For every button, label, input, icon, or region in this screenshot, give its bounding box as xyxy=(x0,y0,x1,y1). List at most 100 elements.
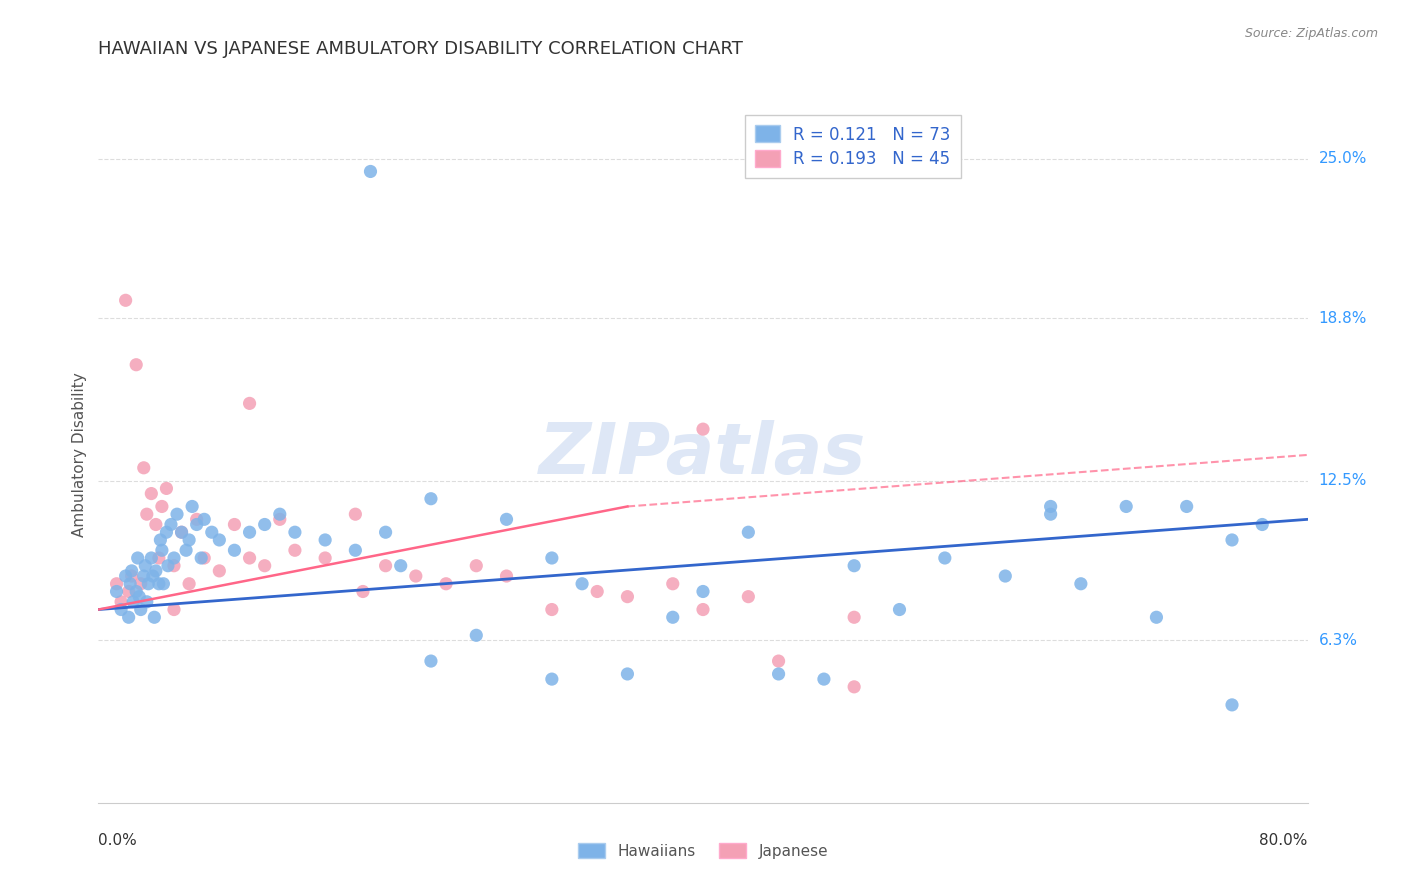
Point xyxy=(844,680,866,694)
Point xyxy=(121,569,143,583)
Point xyxy=(661,576,683,591)
Point xyxy=(495,512,517,526)
Point xyxy=(118,610,141,624)
Point xyxy=(149,533,172,547)
Point xyxy=(586,584,609,599)
Point xyxy=(239,551,262,566)
Legend: Hawaiians, Japanese: Hawaiians, Japanese xyxy=(572,837,834,864)
Point xyxy=(224,543,246,558)
Point xyxy=(122,595,145,609)
Point xyxy=(142,569,165,583)
Point xyxy=(143,610,166,624)
Text: 25.0%: 25.0% xyxy=(1319,151,1367,166)
Point xyxy=(360,164,382,178)
Point xyxy=(934,551,956,566)
Point xyxy=(374,525,396,540)
Point xyxy=(1220,698,1243,712)
Point xyxy=(269,512,291,526)
Point xyxy=(465,558,488,573)
Point xyxy=(129,576,152,591)
Point xyxy=(224,517,246,532)
Point xyxy=(269,507,291,521)
Point xyxy=(1251,517,1274,532)
Point xyxy=(208,533,231,547)
Point xyxy=(540,672,562,686)
Point xyxy=(105,584,128,599)
Point xyxy=(166,507,188,521)
Point xyxy=(253,517,276,532)
Point xyxy=(616,667,638,681)
Text: 12.5%: 12.5% xyxy=(1319,473,1367,488)
Point xyxy=(150,543,173,558)
Point xyxy=(571,576,593,591)
Point xyxy=(889,602,911,616)
Point xyxy=(1039,507,1062,521)
Point xyxy=(179,576,201,591)
Point xyxy=(135,507,157,521)
Point xyxy=(405,569,427,583)
Point xyxy=(163,551,186,566)
Text: ZIPatlas: ZIPatlas xyxy=(540,420,866,490)
Point xyxy=(160,517,183,532)
Point xyxy=(616,590,638,604)
Point xyxy=(127,551,149,566)
Point xyxy=(114,569,136,583)
Point xyxy=(174,543,197,558)
Point xyxy=(128,590,150,604)
Point xyxy=(141,486,163,500)
Text: HAWAIIAN VS JAPANESE AMBULATORY DISABILITY CORRELATION CHART: HAWAIIAN VS JAPANESE AMBULATORY DISABILI… xyxy=(98,40,744,58)
Point xyxy=(692,422,714,436)
Point xyxy=(118,584,141,599)
Point xyxy=(110,595,132,609)
Text: 6.3%: 6.3% xyxy=(1319,633,1358,648)
Point xyxy=(420,491,443,506)
Text: 18.8%: 18.8% xyxy=(1319,310,1367,326)
Point xyxy=(1070,576,1092,591)
Point xyxy=(389,558,412,573)
Point xyxy=(692,602,714,616)
Point xyxy=(284,525,307,540)
Point xyxy=(1115,500,1137,514)
Text: Source: ZipAtlas.com: Source: ZipAtlas.com xyxy=(1244,27,1378,40)
Point xyxy=(156,558,179,573)
Point xyxy=(141,551,163,566)
Point xyxy=(170,525,193,540)
Point xyxy=(1039,500,1062,514)
Point xyxy=(132,460,155,475)
Point xyxy=(420,654,443,668)
Point xyxy=(239,396,262,410)
Point xyxy=(768,654,790,668)
Point xyxy=(284,543,307,558)
Point xyxy=(145,564,167,578)
Point xyxy=(540,551,562,566)
Text: 80.0%: 80.0% xyxy=(1260,833,1308,848)
Point xyxy=(344,507,367,521)
Point xyxy=(129,602,152,616)
Point xyxy=(253,558,276,573)
Point xyxy=(661,610,683,624)
Point xyxy=(314,551,336,566)
Point xyxy=(737,525,759,540)
Point xyxy=(239,525,262,540)
Point xyxy=(190,551,212,566)
Point xyxy=(1175,500,1198,514)
Point xyxy=(813,672,835,686)
Point xyxy=(181,500,204,514)
Point xyxy=(170,525,193,540)
Point xyxy=(120,576,142,591)
Point xyxy=(434,576,457,591)
Point xyxy=(163,558,186,573)
Point xyxy=(125,584,148,599)
Point xyxy=(150,500,173,514)
Point xyxy=(186,517,208,532)
Point xyxy=(145,517,167,532)
Point xyxy=(132,569,155,583)
Point xyxy=(844,558,866,573)
Point xyxy=(152,576,174,591)
Point xyxy=(465,628,488,642)
Point xyxy=(1220,533,1243,547)
Point xyxy=(148,551,170,566)
Point xyxy=(737,590,759,604)
Point xyxy=(201,525,224,540)
Point xyxy=(692,584,714,599)
